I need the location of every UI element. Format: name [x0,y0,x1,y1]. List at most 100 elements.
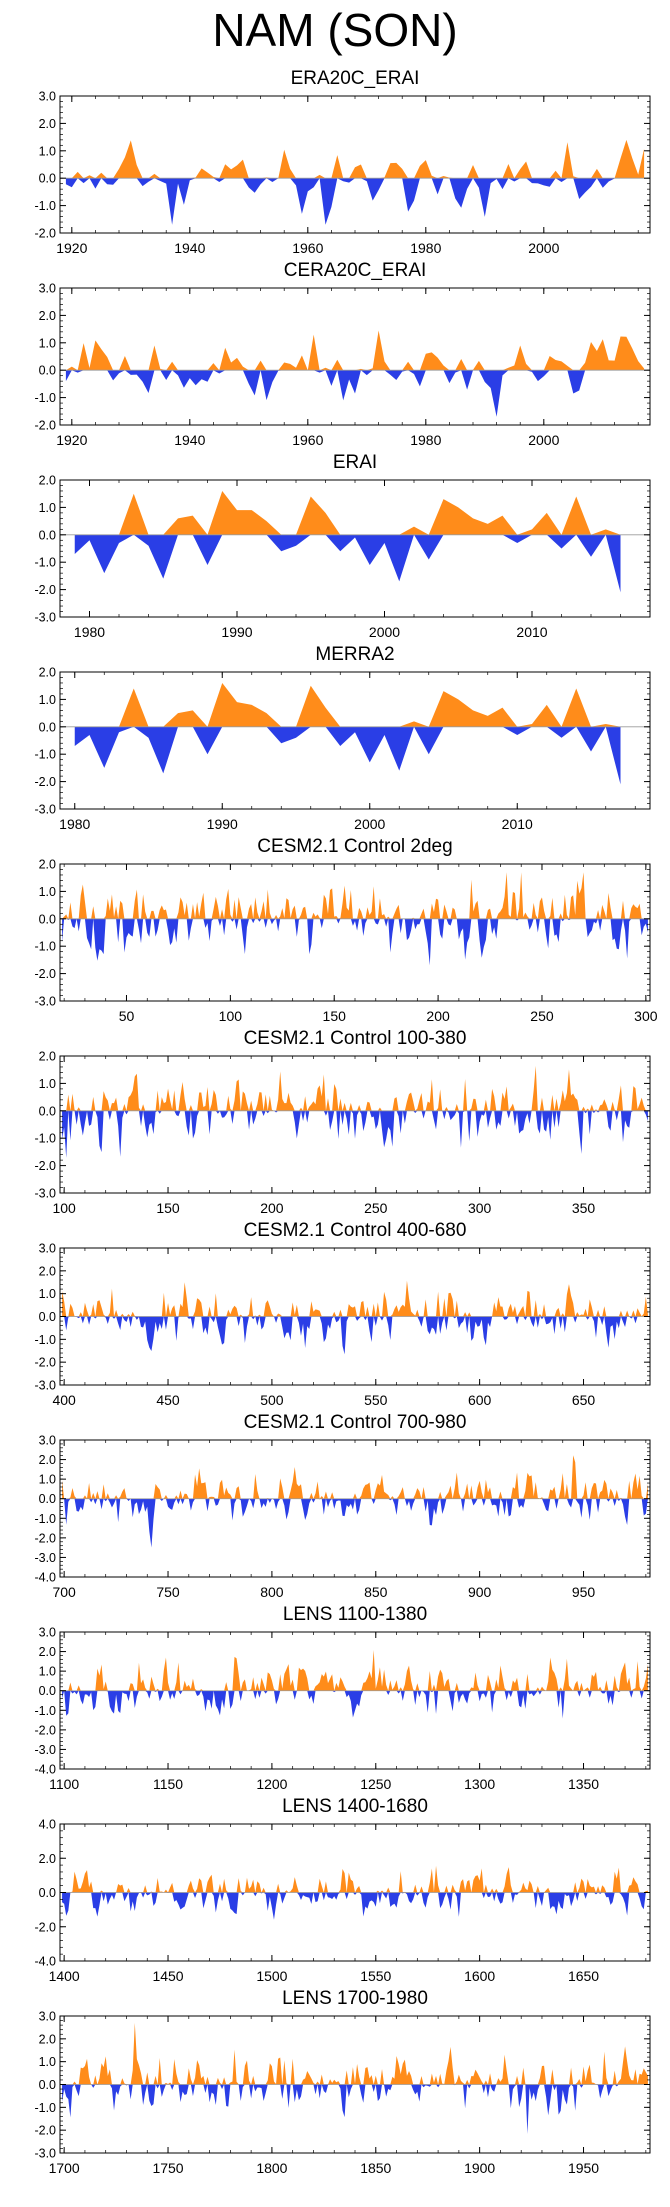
x-tick-label: 150 [156,1200,180,1216]
x-tick-label: 2000 [528,240,559,256]
panel-8: CESM2.1 Control 700-980 3.0 2.0 1.0 0.0 -1.0 -… [34,1412,651,1600]
positive-area [65,139,645,179]
x-tick-label: 350 [572,1200,596,1216]
y-tick-label: 1.0 [39,336,56,350]
x-tick-label: 1600 [464,1968,495,1984]
y-tick-label: -1.0 [34,748,56,762]
panel-title: ERA20C_ERAI [291,68,420,89]
panel-title: LENS 1700-1980 [282,1988,428,2009]
y-tick-label: -2.0 [34,419,56,433]
x-tick-label: 1350 [568,1776,599,1792]
x-tick-label: 950 [572,1584,596,1600]
x-tick-label: 300 [634,1008,658,1024]
y-tick-label: -2.0 [34,583,56,597]
y-tick-label: -1.0 [34,1132,56,1146]
y-tick-label: 0.0 [39,1104,56,1118]
y-tick-label: -4.0 [34,1955,56,1969]
y-tick-label: -1.0 [34,940,56,954]
y-tick-label: -3.0 [34,995,56,1009]
figure-title: NAM (SON) [212,4,458,56]
negative-area [62,1316,648,1355]
y-tick-label: -2.0 [34,1356,56,1370]
x-tick-label: 150 [323,1008,347,1024]
x-tick-label: 1450 [152,1968,183,1984]
plot-frame [59,671,651,810]
y-tick-label: 2.0 [39,666,56,680]
panel-title: CERA20C_ERAI [284,260,427,281]
x-tick-label: 1990 [207,816,238,832]
x-tick-label: 50 [119,1008,135,1024]
x-tick-label: 1940 [174,240,205,256]
x-tick-label: 2000 [354,816,385,832]
x-tick-label: 1980 [410,432,441,448]
x-tick-label: 400 [52,1392,76,1408]
y-tick-label: -2.0 [34,1920,56,1934]
x-tick-label: 100 [52,1200,76,1216]
panel-11: LENS 1700-19803.02.01.00.0-1.0-2.0-3.017… [34,1988,651,2176]
y-tick-label: -1.0 [34,199,56,213]
y-tick-label: -4.0 [34,1571,56,1585]
x-tick-label: 1800 [256,2160,287,2176]
y-tick-label: -2.0 [34,1159,56,1173]
x-tick-label: 550 [364,1392,388,1408]
x-tick-label: 1250 [360,1776,391,1792]
y-tick-label: -2.0 [34,227,56,241]
y-tick-label: -1.0 [34,2101,56,2115]
x-tick-label: 650 [572,1392,596,1408]
negative-area [65,178,645,225]
y-tick-label: -2.0 [34,1723,56,1737]
y-tick-label: -2.0 [34,2124,56,2138]
positive-area [65,330,645,371]
y-tick-label: 0.0 [39,1684,56,1698]
y-tick-label: 2.0 [39,1852,56,1866]
x-tick-label: 800 [260,1584,284,1600]
y-tick-label: -1.0 [34,556,56,570]
plot-frame [59,287,651,426]
y-tick-label: -3.0 [34,1743,56,1757]
x-tick-label: 100 [219,1008,243,1024]
x-tick-label: 1980 [410,240,441,256]
x-tick-label: 1960 [292,432,323,448]
negative-area [65,370,645,417]
x-tick-label: 2000 [528,432,559,448]
y-tick-label: -4.0 [34,1763,56,1777]
negative-area [74,726,621,785]
y-tick-label: 0.0 [39,1886,56,1900]
y-tick-label: 2.0 [39,1453,56,1467]
x-tick-label: 450 [156,1392,180,1408]
negative-area [62,918,648,966]
x-tick-label: 700 [52,1584,76,1600]
y-tick-label: 1.0 [39,144,56,158]
panel-title: CESM2.1 Control 700-980 [244,1412,467,1433]
x-tick-label: 1400 [49,1968,80,1984]
y-tick-label: 2.0 [39,1645,56,1659]
y-tick-label: 0.0 [39,1310,56,1324]
panel-6: CESM2.1 Control 100-380 2.0 1.0 0.0 -1.0 -2.0… [34,1028,651,1216]
y-tick-label: 1.0 [39,1287,56,1301]
positive-area [74,682,621,727]
y-tick-label: 0.0 [39,364,56,378]
panel-title: CESM2.1 Control 100-380 [244,1028,467,1049]
positive-area [62,1280,648,1317]
x-tick-label: 850 [364,1584,388,1600]
y-tick-label: 0.0 [39,172,56,186]
panel-title: CESM2.1 Control 2deg [257,836,452,857]
y-tick-label: -3.0 [34,1379,56,1393]
y-tick-label: 3.0 [39,2010,56,2024]
positive-area [62,2022,648,2085]
y-tick-label: 2.0 [39,117,56,131]
x-tick-label: 1300 [464,1776,495,1792]
y-tick-label: -2.0 [34,1531,56,1545]
negative-area [62,1110,648,1158]
x-tick-label: 1850 [360,2160,391,2176]
positive-area [62,1650,648,1691]
x-tick-label: 1150 [153,1776,183,1792]
negative-area [62,2084,648,2135]
x-tick-label: 900 [468,1584,492,1600]
y-tick-label: 1.0 [39,1077,56,1091]
x-tick-label: 1980 [59,816,90,832]
panel-5: CESM2.1 Control 2deg 2.0 1.0 0.0 -1.0 -2.0 -3.… [34,836,657,1024]
